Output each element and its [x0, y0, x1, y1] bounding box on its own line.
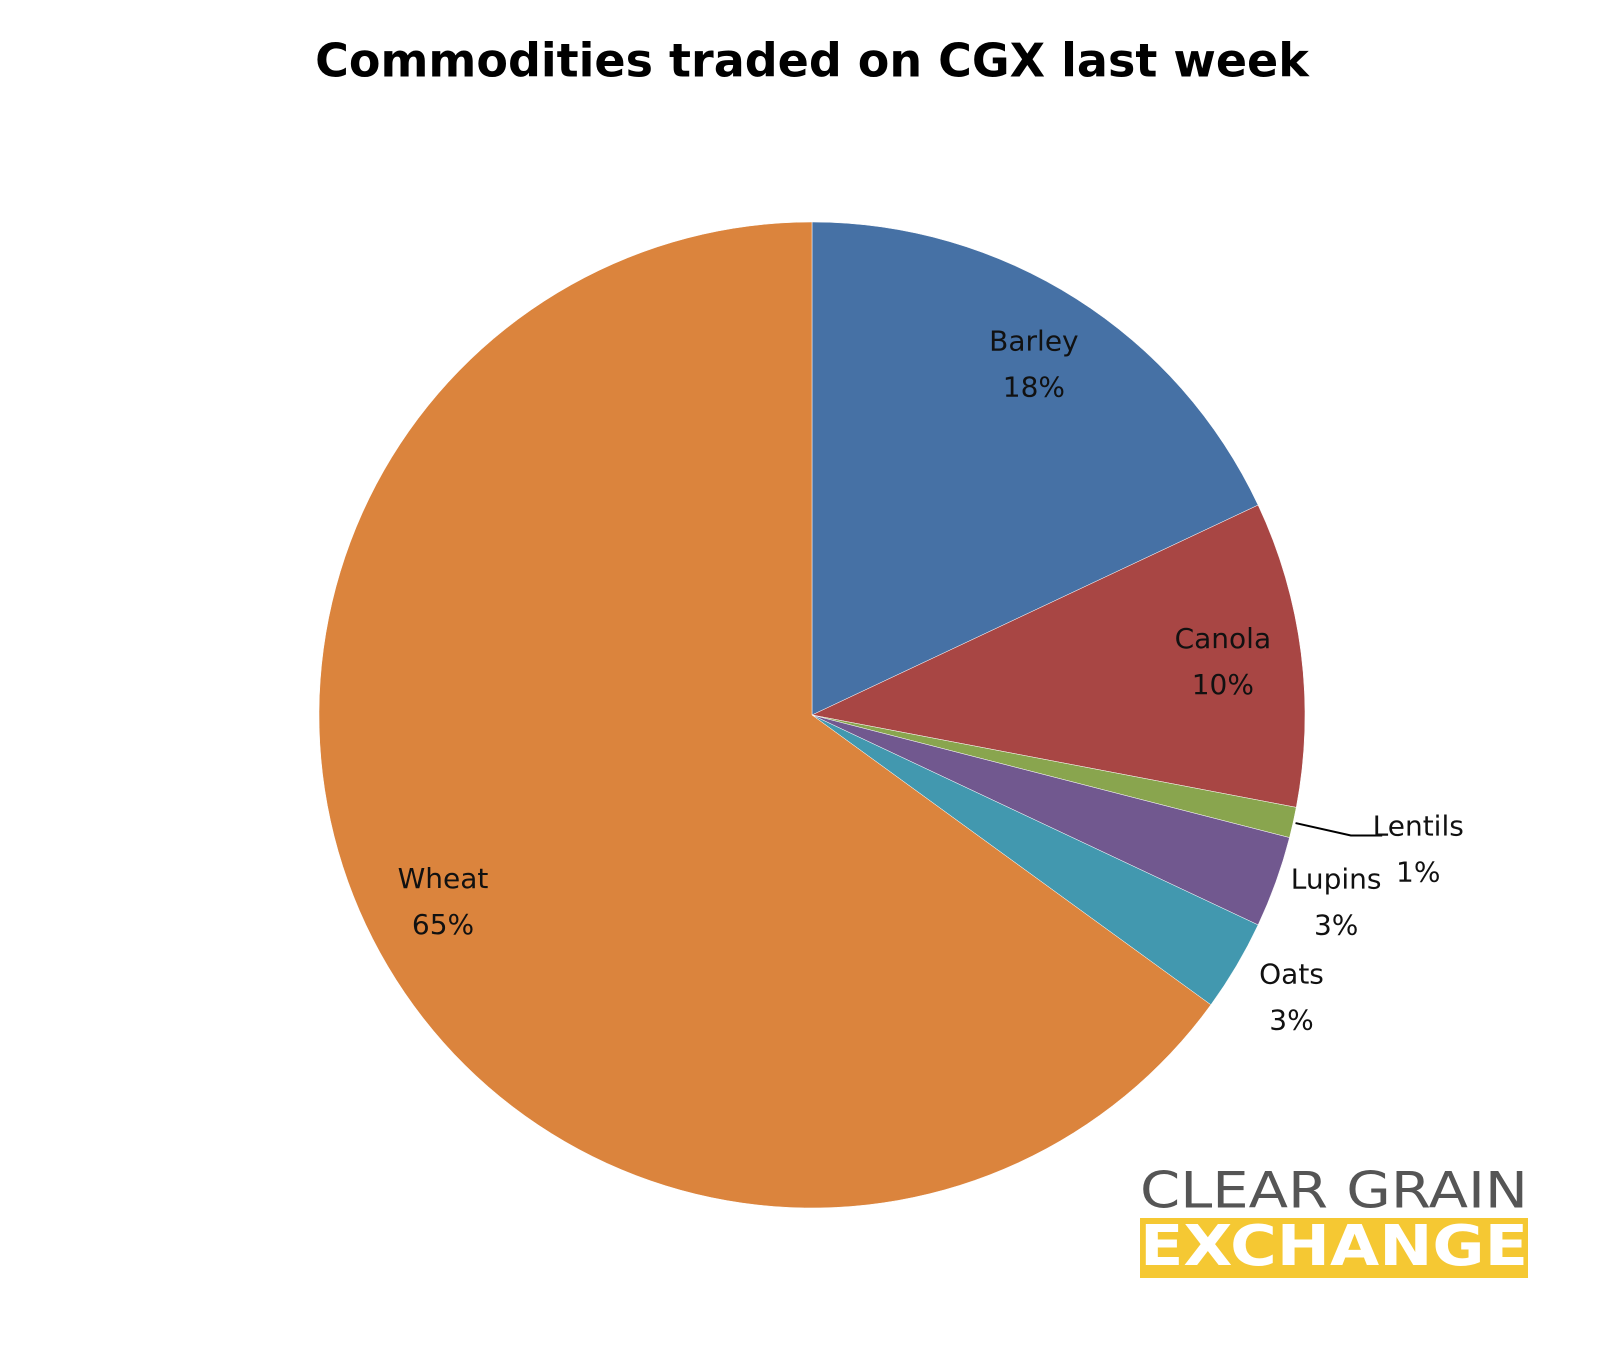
data-label-value: 65% — [412, 908, 474, 941]
data-label-value: 18% — [1003, 370, 1065, 403]
data-label-value: 3% — [1314, 909, 1358, 942]
data-label-name: Lupins — [1291, 863, 1382, 896]
data-label-name: Wheat — [398, 862, 489, 895]
logo-line1: CLEAR GRAIN — [1140, 1162, 1528, 1220]
data-label-value: 1% — [1396, 856, 1440, 889]
data-label-name: Canola — [1175, 622, 1272, 655]
data-label-name: Oats — [1259, 958, 1324, 991]
pie-slice — [811, 504, 1306, 808]
data-label-name: Barley — [989, 324, 1078, 357]
leader-line — [1295, 822, 1383, 837]
data-label-name: Lentils — [1373, 810, 1464, 843]
data-label-value: 10% — [1192, 668, 1254, 701]
logo: CLEAR GRAIN EXCHANGE — [1140, 1162, 1528, 1279]
data-label-value: 3% — [1269, 1004, 1313, 1037]
pie-slice — [318, 221, 1212, 1209]
chart-title: Commodities traded on CGX last week — [315, 34, 1310, 88]
logo-band — [1140, 1218, 1528, 1278]
logo-line2: EXCHANGE — [1140, 1214, 1528, 1279]
pie-slice — [811, 221, 1259, 716]
